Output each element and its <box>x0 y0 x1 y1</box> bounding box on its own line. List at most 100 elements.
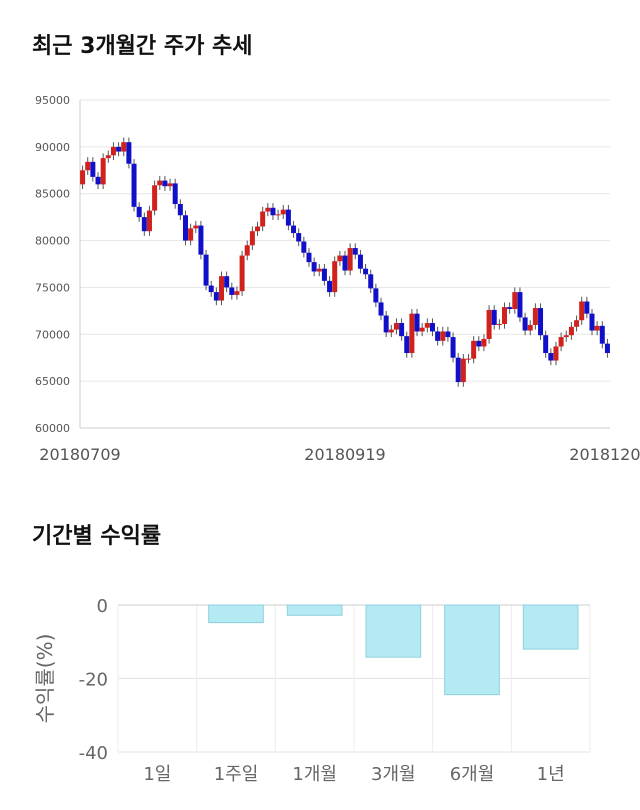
price-chart-title: 최근 3개월간 주가 추세 <box>32 34 253 59</box>
candle-body <box>538 308 544 336</box>
candle-body <box>285 209 291 226</box>
candle-body <box>141 217 147 232</box>
candle-body <box>198 225 204 255</box>
candle-body <box>85 161 91 171</box>
candle-body <box>275 214 281 216</box>
candle-body <box>291 225 297 234</box>
candle-body <box>193 225 199 229</box>
candle-body <box>440 331 446 341</box>
candle-body <box>424 323 430 328</box>
candle-body <box>182 215 188 241</box>
candle-body <box>393 323 399 330</box>
candle-body <box>471 340 477 359</box>
candle-body <box>105 155 111 159</box>
candle-body <box>327 280 333 293</box>
candle-body <box>543 335 549 354</box>
y-tick-label: 85000 <box>35 188 70 201</box>
candle-body <box>558 337 564 347</box>
y-tick-label: -40 <box>79 743 108 764</box>
x-tick-label: 1일 <box>143 764 171 785</box>
candle-body <box>517 292 523 318</box>
candle-body <box>260 211 266 227</box>
candle-body <box>136 206 142 218</box>
candle-body <box>352 248 358 255</box>
price-chart: 95000 90000 85000 80000 75000 70000 65000 60000… <box>35 94 640 464</box>
candle-body <box>465 358 471 360</box>
candle-body <box>599 325 605 344</box>
y-tick-label: 70000 <box>35 328 70 341</box>
candle-body <box>399 323 405 337</box>
candle-body <box>131 163 137 207</box>
candle-body <box>301 241 307 253</box>
candle-body <box>584 301 590 314</box>
candle-body <box>306 252 312 263</box>
candle-body <box>347 248 353 271</box>
candle-body <box>512 292 518 309</box>
bar <box>365 604 422 658</box>
candle-body <box>110 146 116 156</box>
candle-body <box>409 313 415 354</box>
candle-body <box>476 340 482 347</box>
candle-body <box>388 329 394 333</box>
candle-body <box>532 308 538 325</box>
x-tick-label: 6개월 <box>450 764 495 785</box>
candle-body <box>234 291 240 295</box>
candle-body <box>342 255 348 271</box>
bar <box>522 604 579 650</box>
bar <box>444 604 500 696</box>
candle-body <box>496 323 502 325</box>
candle-body <box>80 170 86 185</box>
candle-body <box>203 254 209 286</box>
x-tick-label: 1개월 <box>292 764 337 785</box>
candle-body <box>172 183 178 205</box>
candle-body <box>357 254 363 269</box>
candle-body <box>373 288 379 303</box>
candle-body <box>239 255 245 292</box>
candle-body <box>146 210 152 232</box>
candle-body <box>213 292 219 301</box>
candle-body <box>95 176 101 185</box>
candle-body <box>162 180 168 187</box>
candle-body <box>116 146 122 152</box>
bar <box>286 604 343 616</box>
y-axis-label: 수익률(%) <box>33 634 57 724</box>
candle-body <box>316 268 322 272</box>
candle-body <box>177 204 183 216</box>
candle-body <box>152 185 158 211</box>
candle-body <box>507 307 513 309</box>
candle-body <box>604 343 610 354</box>
x-tick-label: 3개월 <box>371 764 416 785</box>
candle-body <box>296 233 302 242</box>
candle-body <box>435 331 441 341</box>
candle-body <box>553 346 559 361</box>
x-tick-label: 20181205 <box>569 445 640 464</box>
candle-body <box>100 158 106 185</box>
candle-body <box>419 327 425 332</box>
candle-body <box>594 325 600 331</box>
candle-body <box>265 207 271 212</box>
candle-body <box>270 207 276 216</box>
candle-body <box>363 268 369 275</box>
candle-body <box>332 261 338 293</box>
candle-body <box>502 307 508 324</box>
candle-body <box>548 353 554 361</box>
candle-body <box>280 209 286 215</box>
x-tick-label: 20180919 <box>304 445 385 464</box>
candle-body <box>219 276 225 301</box>
candle-body <box>429 323 435 332</box>
bar <box>208 604 264 624</box>
return-chart-title: 기간별 수익률 <box>32 524 162 549</box>
candle-body <box>589 313 595 331</box>
return-chart: 0 -20 -40 1일 1주일 1개월 3개월 6개월 1년 수익률(%) <box>33 596 591 785</box>
candle-body <box>167 183 173 187</box>
candle-body <box>404 336 410 354</box>
candle-body <box>450 337 456 358</box>
candle-body <box>486 309 492 339</box>
candle-body <box>255 226 261 232</box>
candle-body <box>568 326 574 336</box>
candle-body <box>563 335 569 338</box>
candle-body <box>244 245 250 256</box>
y-tick-label: -20 <box>79 670 108 691</box>
y-tick-label: 75000 <box>35 281 70 294</box>
candle-body <box>574 320 580 327</box>
